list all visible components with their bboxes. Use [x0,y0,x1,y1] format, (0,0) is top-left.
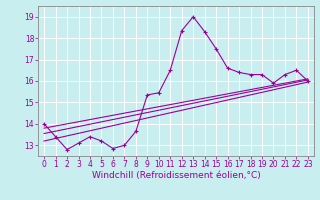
X-axis label: Windchill (Refroidissement éolien,°C): Windchill (Refroidissement éolien,°C) [92,171,260,180]
